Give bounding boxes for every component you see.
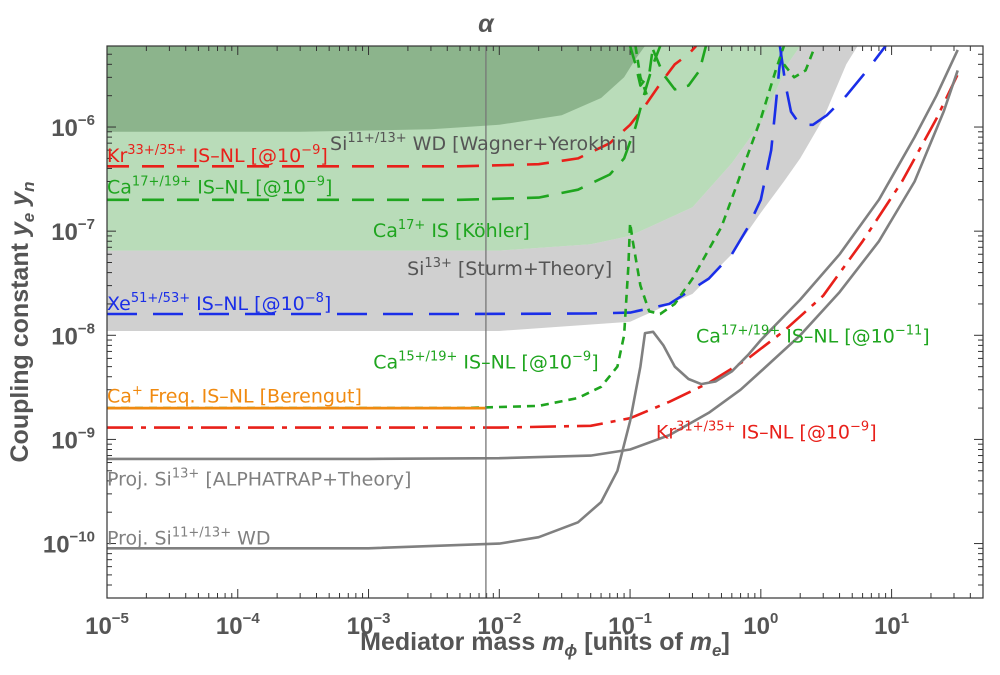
- annotation-label: Proj. Si13+ [ALPHATRAP+Theory]: [107, 467, 411, 491]
- curve-proj-si11-13-wd: [107, 49, 959, 550]
- curve-kr33-35-is-nl-1e-9: [107, 46, 698, 168]
- annotation-label: Ca17+/19+ IS–NL [@10−9]: [107, 174, 332, 198]
- y-axis-title: Coupling constant ye yn: [6, 182, 38, 463]
- alpha-label: α: [478, 10, 495, 38]
- x-tick-label: 101: [874, 610, 909, 640]
- x-tick-label: 10−4: [216, 610, 260, 640]
- annotation-label: Ca+ Freq. IS–NL [Berengut]: [107, 384, 362, 408]
- region-si13-sturm-theory: [107, 46, 858, 331]
- x-tick-label: 10−5: [85, 610, 129, 640]
- exclusion-curves: [107, 46, 959, 550]
- plot-frame: [106, 45, 984, 599]
- y-tick-label: 10−8: [51, 320, 95, 350]
- curve-labels: Si11+/13+ WD [Wagner+Yerokhin]Kr33+/35+ …: [107, 131, 930, 549]
- excluded-regions: [107, 46, 858, 331]
- annotation-label: Si11+/13+ WD [Wagner+Yerokhin]: [330, 131, 636, 155]
- x-tick-label: 100: [743, 610, 778, 640]
- x-tick-label: 10−3: [347, 610, 391, 640]
- curve-ca17-19-upper-loop: [628, 46, 655, 87]
- annotation-label: Kr31+/35+ IS–NL [@10−9]: [656, 420, 877, 444]
- curve-ca17-19-is-nl-1e-11: [782, 46, 817, 79]
- annotation-label: Si13+ [Sturm+Theory]: [407, 256, 612, 280]
- x-axis-title: Mediator mass mϕ [units of me]: [360, 628, 730, 660]
- curve-kr31-35-is-nl-1e-9: [107, 73, 959, 429]
- alpha-reference-line: α: [478, 10, 495, 598]
- annotation-label: Ca17+/19+ IS–NL [@10−11]: [696, 324, 930, 348]
- annotation-label: Ca17+ IS [Köhler]: [373, 218, 530, 242]
- axis-ticks: [106, 45, 984, 599]
- y-tick-label: 10−9: [51, 424, 95, 454]
- tick-labels: 10−5 10−4 10−3 10−2 10−1 100 101 10−10 10−9 10−8 1…: [43, 112, 909, 640]
- curve-xe51-53-upper-branch: [778, 46, 887, 127]
- x-tick-label: 10−2: [477, 610, 521, 640]
- curve-ca15-19-upper: [634, 46, 649, 97]
- annotation-label: Ca15+/19+ IS–NL [@10−9]: [373, 349, 598, 373]
- curve-proj-si13-alphatrap-theory: [107, 69, 959, 461]
- x-tick-label: 10−1: [608, 610, 652, 640]
- curve-xe51-53-is-nl-1e-8: [107, 46, 784, 316]
- region-si11-13-wd-wagner-yerokhin: [107, 46, 645, 132]
- y-tick-label: 10−7: [51, 216, 95, 246]
- annotation-label: Kr33+/35+ IS–NL [@10−9]: [107, 143, 328, 167]
- y-tick-label: 10−6: [51, 112, 95, 142]
- annotation-label: Proj. Si11+/13+ WD: [107, 525, 271, 549]
- y-tick-label: 10−10: [43, 529, 95, 559]
- curve-ca15-19-is-nl-1e-9: [107, 46, 786, 410]
- curve-ca17-19-is-nl-1e-9: [107, 46, 662, 202]
- annotation-label: Xe51+/53+ IS–NL [@10−8]: [107, 291, 331, 315]
